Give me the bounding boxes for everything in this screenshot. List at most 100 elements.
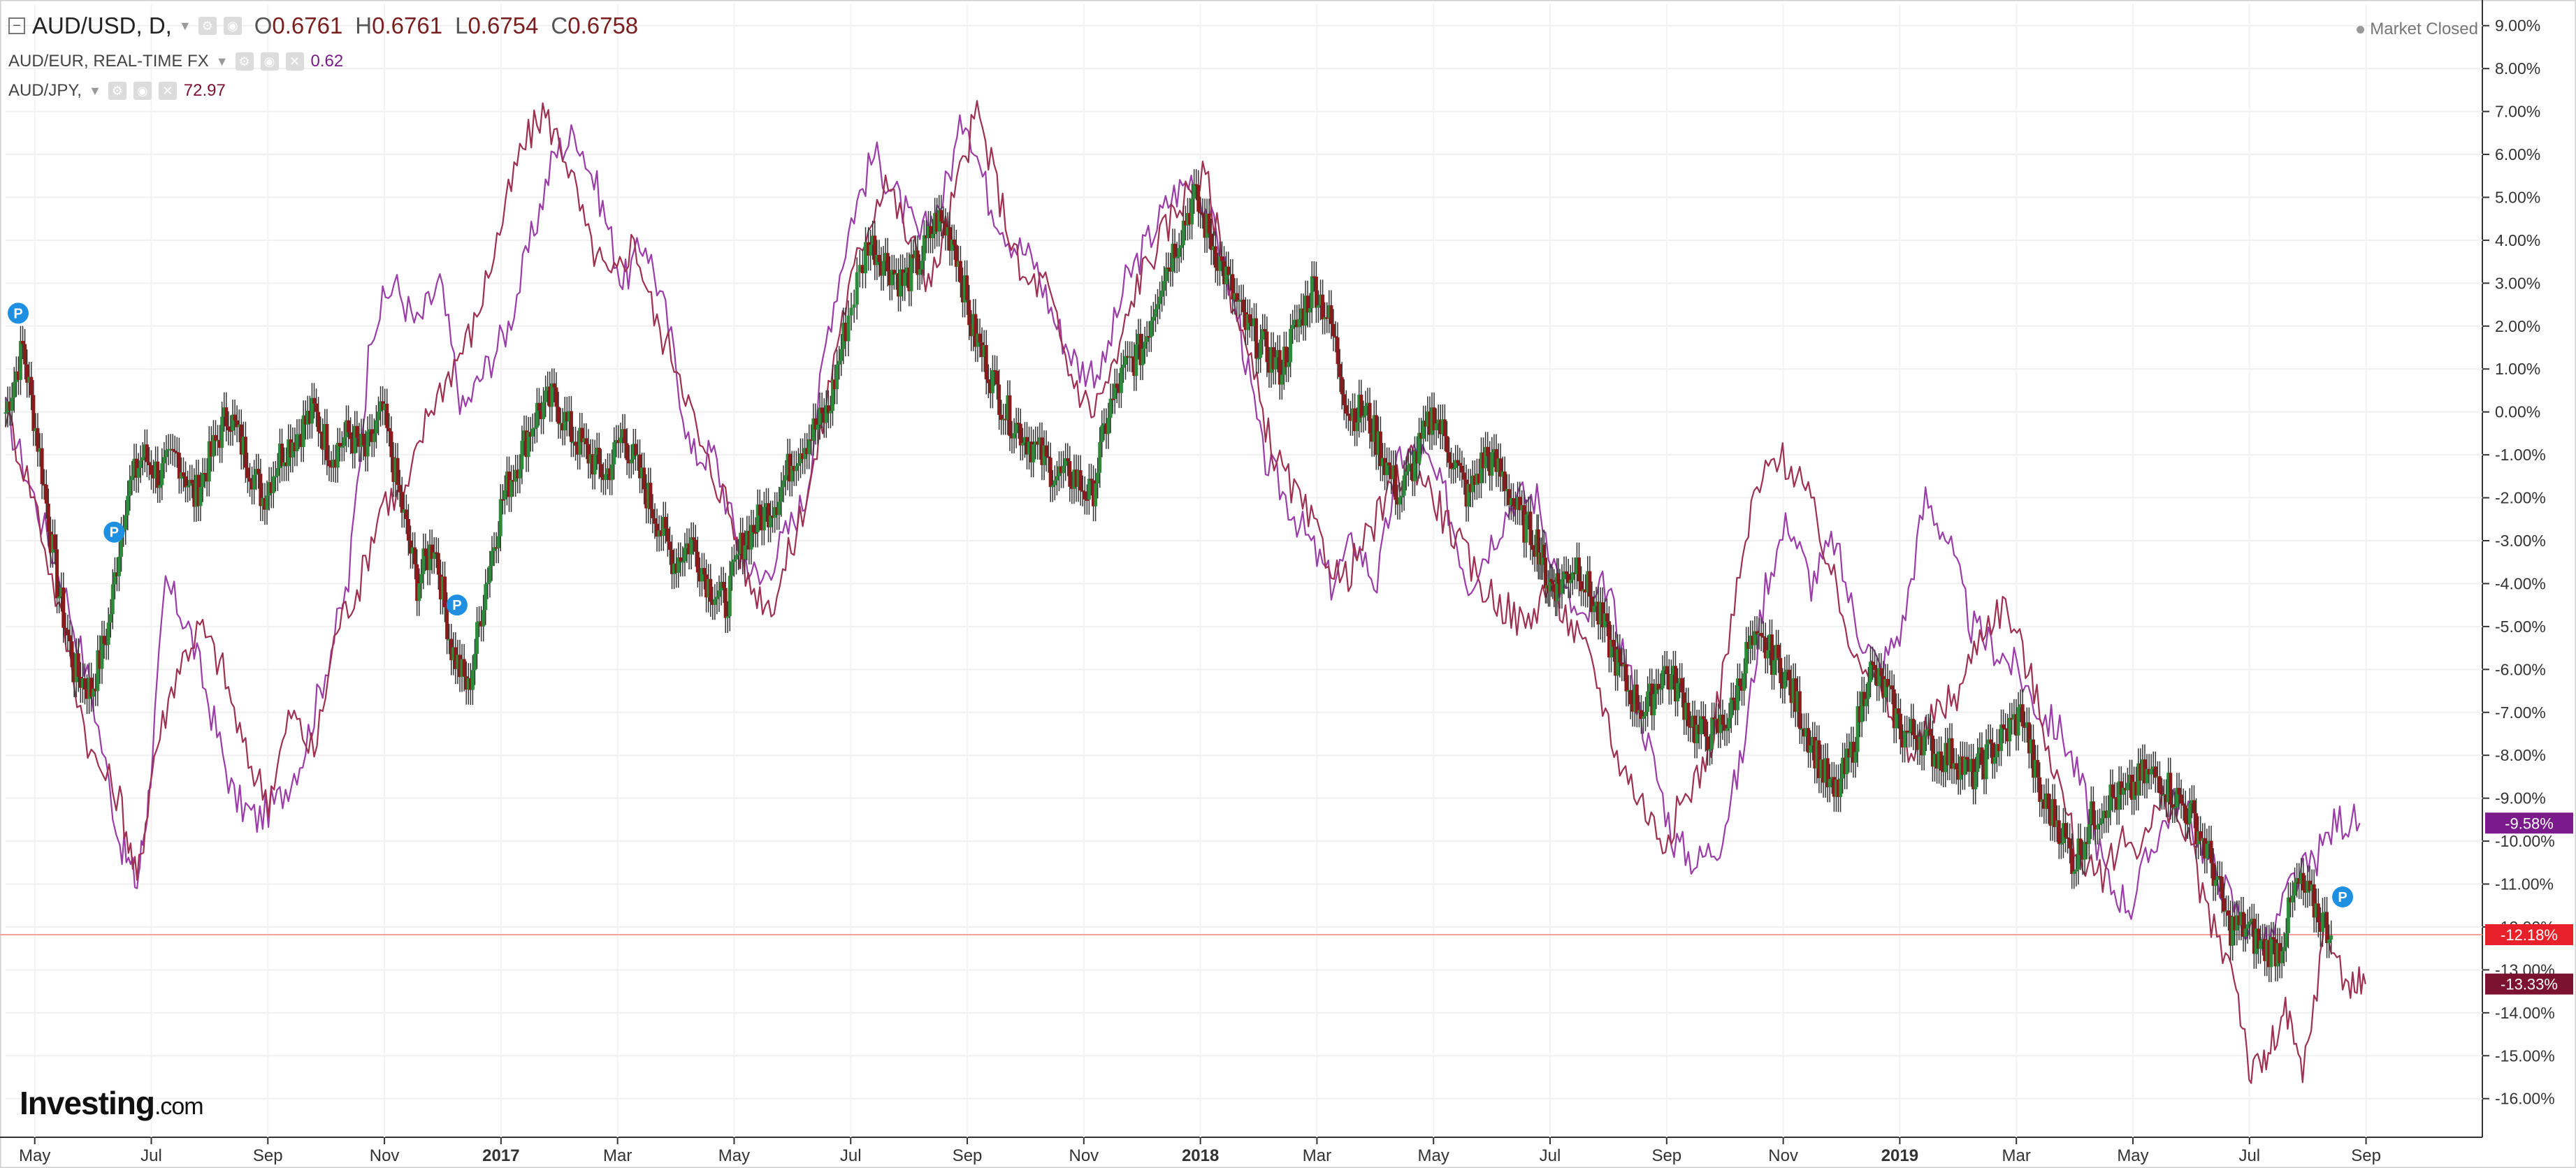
candle-body bbox=[723, 587, 728, 618]
candle-body bbox=[2141, 759, 2145, 781]
main-symbol[interactable]: AUD/USD, D, bbox=[32, 13, 172, 38]
candle-body bbox=[2222, 898, 2226, 912]
visibility-icon[interactable]: ◉ bbox=[133, 82, 152, 100]
candle-body bbox=[1428, 411, 1432, 435]
candle-body bbox=[2203, 838, 2207, 859]
close-icon[interactable]: ✕ bbox=[158, 82, 177, 100]
pin-marker-icon[interactable] bbox=[7, 302, 29, 324]
candle-body bbox=[430, 544, 434, 559]
candle-body bbox=[2250, 919, 2254, 922]
candle-body bbox=[2072, 871, 2076, 874]
chevron-down-icon[interactable]: ▼ bbox=[215, 54, 229, 68]
candle-body bbox=[243, 437, 247, 468]
visibility-icon[interactable]: ◉ bbox=[223, 17, 242, 35]
settings-icon[interactable]: ⚙ bbox=[198, 17, 217, 35]
candle-body bbox=[1404, 471, 1408, 476]
candle-body bbox=[1795, 691, 1800, 713]
candle-body bbox=[1691, 715, 1695, 727]
y-tick-label: 8.00% bbox=[2495, 59, 2540, 78]
candle-body bbox=[1456, 460, 1460, 463]
candle-body bbox=[363, 445, 368, 457]
candle-body bbox=[449, 638, 454, 661]
close-icon[interactable]: ✕ bbox=[285, 52, 304, 71]
candle-body bbox=[1321, 294, 1325, 320]
candle-body bbox=[59, 587, 64, 597]
pin-marker-icon[interactable] bbox=[103, 521, 125, 543]
candle-body bbox=[1452, 468, 1456, 470]
y-tick-label: -8.00% bbox=[2495, 746, 2546, 764]
candle-body bbox=[447, 638, 451, 641]
candle-body bbox=[1575, 557, 1579, 575]
candle-body bbox=[345, 420, 349, 437]
candle-body bbox=[2132, 781, 2136, 800]
candle-body bbox=[670, 550, 674, 574]
candle-body bbox=[755, 504, 760, 533]
candle-body bbox=[2125, 782, 2129, 791]
candle-body bbox=[1062, 465, 1066, 474]
settings-icon[interactable]: ⚙ bbox=[108, 82, 126, 100]
candle-body bbox=[924, 235, 928, 239]
candle-body bbox=[1357, 395, 1361, 423]
candle-body bbox=[1577, 557, 1582, 582]
candle-body bbox=[576, 445, 580, 455]
candle-body bbox=[2113, 797, 2117, 799]
candle-body bbox=[462, 659, 466, 677]
aud-eur-symbol[interactable]: AUD/EUR, REAL-TIME FX bbox=[8, 52, 209, 71]
candle-body bbox=[376, 411, 380, 421]
candle-body bbox=[2061, 823, 2065, 844]
collapse-legend-icon[interactable]: − bbox=[8, 17, 25, 34]
candle-body bbox=[393, 458, 398, 482]
candle-body bbox=[2235, 915, 2239, 930]
candle-body bbox=[679, 557, 683, 562]
candle-body bbox=[769, 516, 773, 527]
candle-body bbox=[833, 379, 837, 390]
candle-body bbox=[211, 435, 215, 457]
aud-jpy-symbol[interactable]: AUD/JPY, bbox=[8, 81, 82, 100]
candle-body bbox=[1048, 458, 1052, 488]
candle-body bbox=[2312, 884, 2316, 918]
candle-body bbox=[986, 379, 990, 384]
candle-body bbox=[715, 597, 719, 599]
y-tick-label: -14.00% bbox=[2495, 1004, 2555, 1022]
candle-body bbox=[2010, 717, 2014, 720]
candle-body bbox=[655, 523, 659, 537]
visibility-icon[interactable]: ◉ bbox=[260, 52, 279, 71]
candle-body bbox=[1740, 686, 1744, 691]
candle-body bbox=[475, 622, 479, 655]
candle-body bbox=[1693, 715, 1697, 744]
pin-marker-icon[interactable] bbox=[446, 594, 468, 616]
x-tick-label: May bbox=[19, 1146, 50, 1165]
candle-body bbox=[855, 272, 859, 305]
candle-body bbox=[29, 377, 34, 395]
candle-body bbox=[2241, 912, 2245, 937]
close-label: C bbox=[551, 13, 568, 38]
open-label: O bbox=[254, 13, 273, 38]
candle-body bbox=[160, 463, 164, 486]
candle-body bbox=[651, 509, 655, 518]
chevron-down-icon[interactable]: ▼ bbox=[88, 83, 101, 98]
candle-body bbox=[70, 641, 74, 668]
candle-body bbox=[1293, 319, 1297, 326]
chevron-down-icon[interactable]: ▼ bbox=[178, 18, 191, 33]
candle-body bbox=[672, 563, 676, 574]
y-tick-label: 0.00% bbox=[2495, 403, 2540, 421]
candle-body bbox=[374, 420, 378, 434]
candle-body bbox=[1995, 744, 1999, 757]
candle-body bbox=[216, 439, 220, 441]
candle-body bbox=[1570, 572, 1575, 581]
candle-body bbox=[1205, 213, 1209, 238]
candle-body bbox=[1156, 304, 1160, 309]
settings-icon[interactable]: ⚙ bbox=[235, 52, 254, 71]
candle-body bbox=[149, 465, 153, 475]
candle-body bbox=[89, 678, 94, 697]
candle-body bbox=[1179, 244, 1183, 248]
candle-body bbox=[2217, 876, 2222, 878]
candle-body bbox=[1757, 633, 1761, 635]
pin-marker-icon[interactable] bbox=[2332, 886, 2354, 907]
candle-body bbox=[1873, 664, 1877, 670]
candle-body bbox=[404, 509, 408, 520]
candle-body bbox=[181, 472, 185, 477]
candle-body bbox=[1660, 670, 1665, 689]
candle-body bbox=[2076, 838, 2081, 870]
